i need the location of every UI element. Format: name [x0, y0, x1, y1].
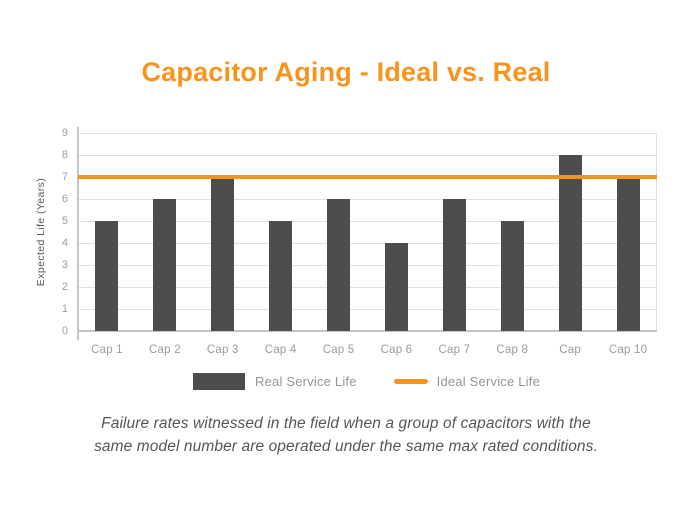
y-gridline: [78, 220, 657, 222]
y-gridline: [78, 264, 657, 266]
y-gridline: [78, 198, 657, 200]
legend: Real Service Life Ideal Service Life: [193, 372, 540, 390]
bar: [153, 199, 177, 331]
bar: [384, 243, 408, 331]
x-tick-label: Cap 5: [322, 344, 355, 356]
y-tick-label: 5: [61, 215, 68, 227]
page-title: Capacitor Aging - Ideal vs. Real: [141, 57, 551, 87]
x-tick-label: Cap 4: [264, 344, 297, 356]
bar: [269, 221, 293, 331]
x-tick-label: Cap 10: [608, 344, 648, 356]
y-tick-label: 3: [61, 259, 68, 271]
y-tick-label: 6: [61, 193, 68, 205]
legend-ideal-swatch: [393, 378, 428, 384]
y-gridline: [78, 154, 657, 156]
x-tick-label: Cap 7: [438, 344, 471, 356]
y-tick-label: 9: [61, 127, 68, 139]
x-tick-label: Cap 2: [148, 344, 181, 356]
y-tick-label: 8: [61, 149, 68, 161]
y-tick-label: 4: [61, 237, 68, 249]
x-axis-line: [78, 329, 657, 332]
bar: [500, 221, 524, 331]
bar: [558, 155, 582, 331]
y-gridline: [78, 132, 657, 134]
bar: [327, 199, 351, 331]
plot-right-border: [656, 133, 657, 331]
bar: [95, 221, 119, 331]
caption-line-1: Failure rates witnessed in the field whe…: [101, 415, 591, 432]
bar: [211, 177, 235, 331]
y-axis-line: [76, 127, 79, 340]
caption-line-2: same model number are operated under the…: [94, 437, 598, 455]
bar: [442, 199, 466, 331]
y-tick-label: 1: [61, 303, 68, 315]
legend-real-label: Real Service Life: [255, 373, 357, 389]
legend-ideal-label: Ideal Service Life: [436, 373, 540, 389]
y-gridline: [78, 308, 657, 310]
ideal-service-line: [78, 175, 657, 179]
y-gridline: [78, 286, 657, 288]
y-gridline: [78, 242, 657, 244]
x-tick-label: Cap 1: [91, 344, 123, 356]
x-tick-label: Cap 6: [380, 344, 413, 356]
x-tick-label: Cap 3: [206, 344, 239, 356]
bar: [616, 177, 640, 331]
y-tick-label: 7: [61, 171, 68, 183]
legend-real-swatch: [193, 372, 245, 390]
y-tick-label: 2: [61, 281, 68, 293]
x-tick-label: Cap: [559, 344, 581, 356]
y-tick-label: 0: [61, 325, 68, 337]
caption: Failure rates witnessed in the field whe…: [0, 413, 692, 458]
x-tick-label: Cap 8: [496, 344, 529, 356]
